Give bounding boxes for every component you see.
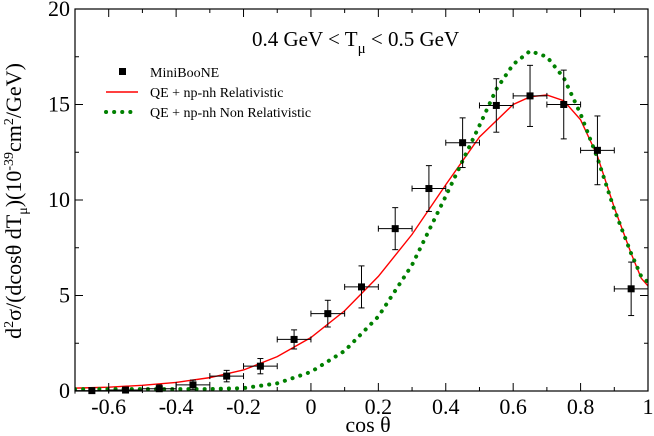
data-marker — [223, 372, 231, 380]
series-line-nonrelativistic — [75, 48, 648, 391]
data-marker — [560, 101, 568, 108]
y-tick-label: 10 — [48, 187, 70, 212]
data-marker — [627, 285, 635, 293]
data-point — [546, 69, 582, 140]
legend-label-relativistic: QE + np-nh Relativistic — [150, 86, 284, 101]
x-tick-label: -0.4 — [159, 394, 194, 419]
data-point — [175, 379, 211, 391]
x-tick-label: -0.6 — [91, 394, 126, 419]
data-marker — [492, 101, 500, 109]
data-point — [209, 369, 245, 383]
series-line-relativistic — [75, 94, 648, 389]
data-point — [377, 207, 413, 251]
data-marker — [256, 362, 264, 370]
x-tick-label: -0.2 — [226, 394, 261, 419]
x-tick-label: 0.2 — [365, 394, 393, 419]
data-point — [478, 78, 514, 133]
x-axis-title: cos θ — [345, 412, 390, 436]
x-tick-label: 0.8 — [567, 394, 595, 419]
plot-series — [74, 48, 649, 395]
data-point — [310, 299, 346, 328]
x-tick-label: 0.6 — [499, 394, 527, 419]
data-point — [512, 64, 548, 127]
legend-marker-miniboone — [119, 68, 126, 75]
data-marker — [122, 386, 130, 394]
data-point — [613, 261, 649, 317]
data-marker — [526, 92, 534, 100]
legend: MiniBooNE QE + np-nh Relativistic QE + n… — [104, 66, 311, 121]
data-point — [580, 115, 615, 186]
data-marker — [290, 335, 298, 343]
y-tick-label: 20 — [48, 0, 70, 21]
data-point — [276, 329, 312, 350]
data-marker — [593, 146, 601, 154]
data-point — [344, 265, 379, 309]
data-marker — [358, 283, 365, 291]
y-tick-label: 0 — [59, 378, 70, 403]
data-marker — [391, 225, 399, 233]
data-marker — [324, 310, 332, 318]
data-marker — [459, 139, 467, 147]
y-axis-title: d2σ/(dcosθ dTμ)(10-39cm2/GeV) — [1, 63, 31, 339]
data-point — [445, 117, 480, 169]
data-point — [108, 386, 143, 394]
data-point — [411, 165, 447, 212]
legend-label-nonrelativistic: QE + np-nh Non Relativistic — [150, 106, 311, 121]
data-marker — [155, 385, 163, 393]
y-tick-label: 15 — [48, 92, 70, 117]
legend-label-miniboone: MiniBooNE — [150, 66, 219, 81]
x-tick-label: 0.4 — [432, 394, 460, 419]
x-tick-label: 0 — [305, 394, 316, 419]
data-marker — [189, 381, 197, 389]
x-tick-label: 1 — [643, 394, 654, 419]
annotation: 0.4 GeV < Tμ < 0.5 GeV — [252, 27, 459, 57]
data-marker — [425, 185, 433, 193]
data-point — [243, 358, 278, 375]
y-tick-label: 5 — [59, 283, 70, 308]
